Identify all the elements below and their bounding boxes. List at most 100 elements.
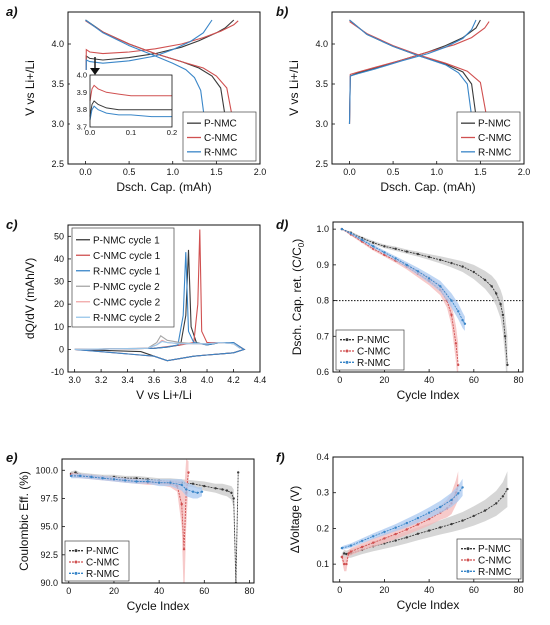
y-tick-label: 2.5: [315, 159, 328, 169]
x-tick-label: 0.0: [79, 167, 92, 177]
series-r-nmc-point: [383, 251, 386, 254]
series-c-nmc-point: [182, 548, 186, 551]
y-tick-label: 50: [54, 231, 64, 241]
series-r-nmc-point: [196, 491, 199, 494]
plot-frame: [331, 11, 525, 165]
series-p-nmc-point: [495, 502, 498, 505]
series-r-nmc-point: [461, 319, 464, 322]
x-tick-label: 3.0: [68, 375, 81, 385]
x-tick-label: 2.0: [254, 167, 267, 177]
plot-frame: [67, 11, 261, 165]
series-p-nmc-point: [501, 313, 505, 317]
legend-box: [71, 227, 175, 328]
series-p-nmc-point: [383, 245, 386, 248]
series-r-nmc-point: [157, 481, 161, 484]
series-r-nmc-point: [383, 530, 386, 534]
series-p-nmc-point: [237, 471, 240, 474]
series-r-nmc-point: [463, 322, 467, 325]
series-p-nmc-point: [499, 302, 502, 306]
series-c-nmc-point: [343, 562, 346, 566]
x-tick-label: 3.8: [174, 375, 187, 385]
inset-x-tick-label: 0.2: [167, 128, 177, 137]
x-tick-label: 40: [424, 375, 434, 385]
series-p-nmc-point: [405, 250, 408, 253]
legend-entry: R-NMC cycle 1: [93, 266, 161, 277]
series-c-nmc-point: [457, 363, 460, 367]
series-p-nmc-band: [341, 229, 508, 372]
panel-c: c) 3.0 3.2 3.4 3.6 3.8 4.0 4.2 4.4 -10 0 10 20 30 40 50…: [6, 217, 266, 402]
series-p-nmc-point: [439, 258, 442, 262]
series-p-nmc-point: [483, 509, 487, 512]
series-r-nmc-point: [394, 526, 397, 529]
series-r-nmc-point: [372, 535, 375, 538]
inset: 0.0 0.1 0.2 3.7 3.8 3.9 4.0: [70, 57, 178, 142]
y-tick-label: 92.5: [40, 550, 58, 560]
legend-entry: C-NMC cycle 1: [93, 251, 161, 262]
series-c-nmc-line: [341, 485, 459, 565]
x-tick-label: 0: [66, 586, 71, 596]
series-r-nmc-line: [341, 228, 466, 325]
y-axis-label: V vs Li+/Li: [287, 60, 301, 116]
y-tick-label: 4.0: [51, 39, 64, 49]
x-tick-label: 80: [514, 375, 524, 385]
series-r-nmc-band: [341, 229, 465, 331]
y-tick-label: 10: [54, 322, 64, 332]
x-tick-label: 0.5: [123, 167, 136, 177]
series-r-nmc-point: [427, 511, 431, 514]
legend: P-NMC cycle 1 C-NMC cycle 1 R-NMC cycle 1 P…: [71, 227, 175, 328]
series-p-nmc-point: [416, 252, 420, 256]
series-r-nmc-band: [71, 473, 202, 499]
series-c-nmc-charge-line: [348, 21, 490, 125]
x-tick-label: 3.4: [121, 375, 134, 385]
y-axis-label: dQ/dV (mAh/V): [23, 258, 37, 339]
series-c-nmc-point: [405, 528, 408, 531]
series-p-nmc-point: [343, 552, 346, 555]
series-r-nmc-point: [457, 492, 460, 495]
legend-entry: C-NMC: [204, 133, 237, 144]
plot-area: [84, 19, 239, 141]
y-axis-label: V vs Li+/Li: [23, 60, 37, 116]
series-p-nmc-point: [495, 292, 498, 295]
series-p-nmc-point: [472, 270, 475, 274]
series-c-nmc-point: [360, 545, 364, 549]
y-tick-label: 0.1: [316, 559, 329, 569]
x-tick-label: 4.0: [201, 375, 214, 385]
series-c-nmc-point: [187, 471, 190, 474]
series-c-nmc-point: [347, 552, 350, 555]
series-r-nmc-charge-line: [84, 19, 213, 125]
series-r-nmc-cycle-2-line: [74, 340, 241, 350]
series-p-nmc-point: [450, 261, 453, 265]
y-tick-label: 20: [54, 299, 64, 309]
legend-entry: P-NMC cycle 2: [93, 282, 160, 293]
x-tick-label: 0.5: [387, 167, 400, 177]
series-r-nmc-point: [180, 483, 183, 487]
plot-area: [69, 459, 240, 583]
x-tick-label: 3.2: [95, 375, 108, 385]
panel-letter: f): [276, 450, 285, 465]
series-r-nmc-point: [185, 488, 188, 491]
series-p-nmc-line: [341, 228, 508, 365]
plot-frame: [332, 221, 524, 373]
legend-entry: C-NMC: [86, 558, 119, 569]
x-tick-label: 20: [379, 585, 389, 595]
series-p-nmc-point: [405, 536, 408, 539]
plot-frame: [61, 458, 255, 584]
panel-a: a) 0.0 0.5 1.0 1.5 2.0 2.5 3.0 3.5 4.0 Dsch. Cap. …: [6, 4, 266, 194]
legend-marker: [466, 569, 470, 573]
series-p-nmc-point: [439, 526, 442, 529]
series-p-nmc-point: [461, 519, 464, 522]
series-r-nmc-point: [340, 546, 344, 550]
series-c-nmc-discharge-line: [349, 21, 490, 141]
x-tick-label: 2.0: [518, 167, 531, 177]
series-r-nmc-point: [112, 478, 116, 481]
series-r-nmc-band: [341, 478, 463, 550]
legend-marker: [74, 549, 78, 553]
legend-entry: C-NMC: [357, 347, 390, 358]
y-tick-label: 3.5: [315, 79, 328, 89]
series-r-nmc-point: [372, 245, 375, 248]
x-tick-label: 1.0: [430, 167, 443, 177]
series-r-nmc-point: [439, 505, 442, 509]
series-r-nmc-point: [69, 474, 73, 478]
